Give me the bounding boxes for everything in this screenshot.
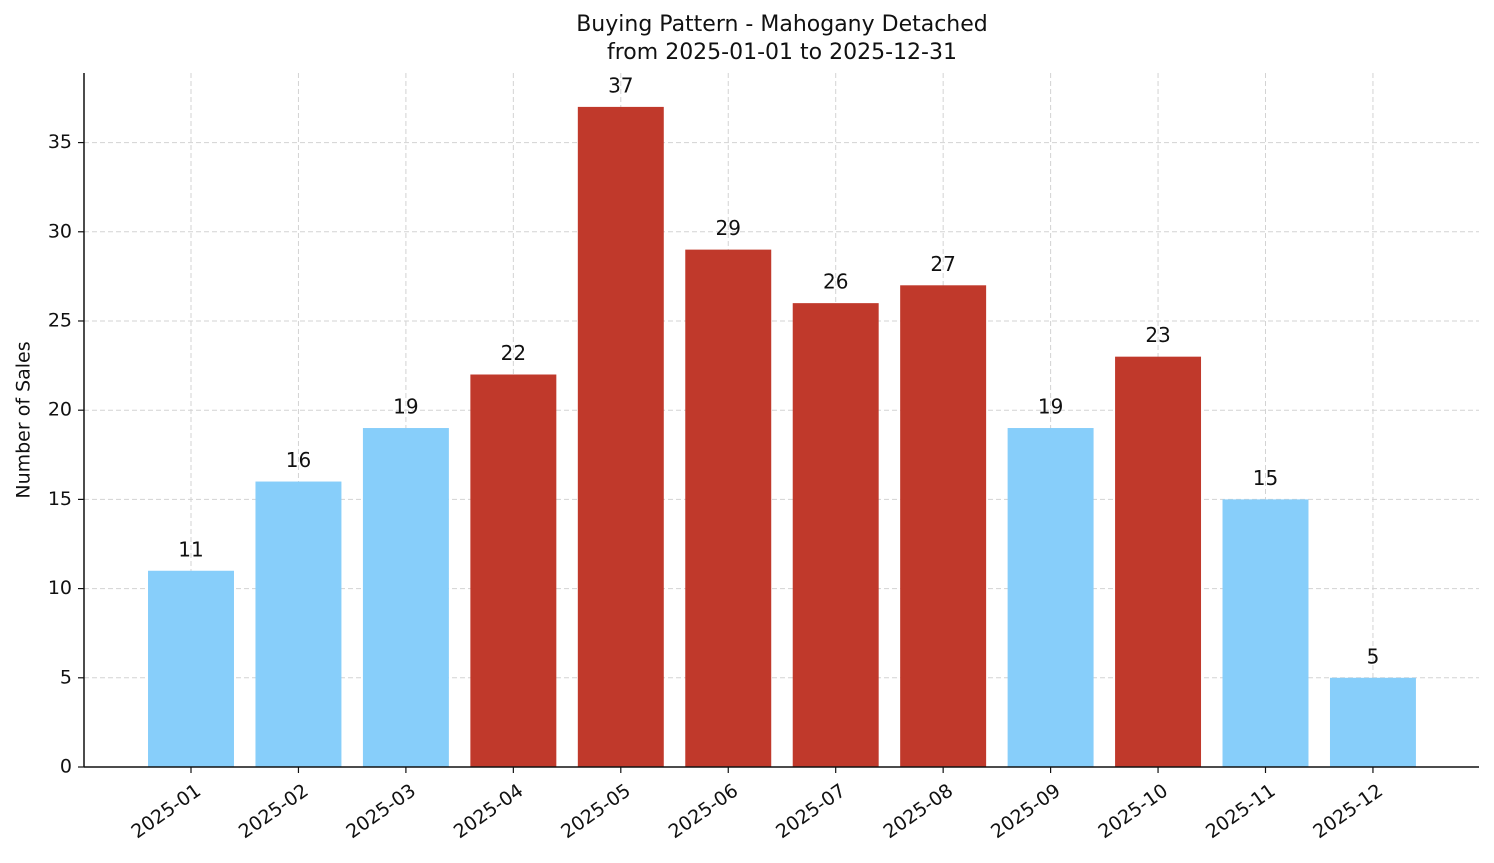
y-tick-label: 5 — [60, 666, 72, 688]
y-tick-label: 20 — [48, 399, 72, 421]
x-tick-label: 2025-10 — [1094, 780, 1172, 844]
value-label: 26 — [823, 270, 848, 294]
y-tick-label: 10 — [48, 577, 72, 599]
x-tick-label: 2025-07 — [772, 780, 850, 844]
bar — [362, 428, 449, 767]
bar — [1007, 428, 1094, 767]
x-tick-label: 2025-03 — [342, 780, 420, 844]
y-tick-label: 0 — [60, 756, 72, 778]
x-tick-label: 2025-12 — [1309, 780, 1387, 844]
value-label: 19 — [393, 395, 418, 419]
x-tick-label: 2025-09 — [987, 780, 1065, 844]
bar — [470, 374, 557, 767]
bar — [900, 285, 987, 767]
bar — [1115, 356, 1202, 767]
value-label: 23 — [1145, 323, 1170, 347]
value-label: 19 — [1038, 395, 1063, 419]
value-label: 29 — [716, 216, 741, 240]
value-label: 37 — [608, 73, 633, 97]
bar — [1329, 677, 1416, 767]
x-tick-label: 2025-05 — [557, 780, 635, 844]
y-tick-label: 35 — [48, 131, 72, 153]
x-tick-label: 2025-01 — [127, 780, 205, 844]
bar — [1222, 499, 1309, 767]
value-label: 15 — [1253, 466, 1278, 490]
x-tick-label: 2025-04 — [450, 780, 528, 844]
y-tick-label: 25 — [48, 309, 72, 331]
value-label: 22 — [501, 341, 526, 365]
value-label: 11 — [178, 537, 203, 561]
bar — [792, 303, 879, 767]
y-axis-label: Number of Sales — [13, 341, 35, 498]
chart-subtitle: from 2025-01-01 to 2025-12-31 — [607, 40, 957, 65]
chart-title: Buying Pattern - Mahogany Detached — [576, 12, 988, 37]
value-label: 27 — [930, 252, 955, 276]
bar — [148, 570, 234, 767]
bar — [577, 106, 664, 768]
y-tick-label: 15 — [48, 488, 72, 510]
x-tick-label: 2025-11 — [1202, 780, 1280, 844]
y-tick-label: 30 — [48, 220, 72, 242]
value-label: 16 — [286, 448, 311, 472]
bar — [685, 249, 772, 768]
value-label: 5 — [1367, 644, 1380, 668]
x-tick-label: 2025-08 — [880, 780, 958, 844]
x-tick-label: 2025-06 — [665, 780, 743, 844]
x-tick-label: 2025-02 — [235, 780, 313, 844]
bar — [255, 481, 342, 767]
